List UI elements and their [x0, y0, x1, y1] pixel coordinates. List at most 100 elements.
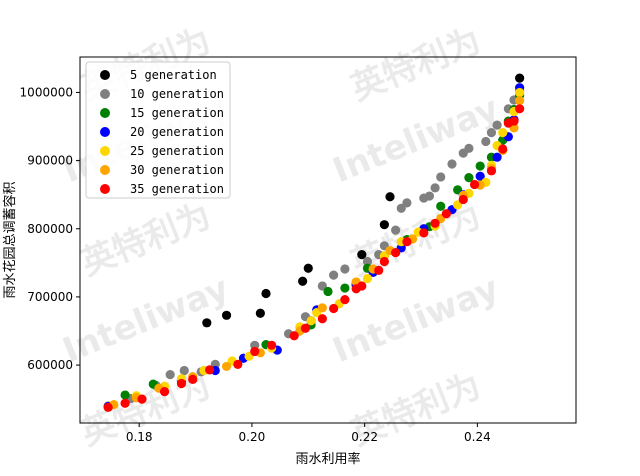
data-point [492, 152, 502, 162]
data-point [391, 248, 401, 258]
legend-marker [100, 146, 110, 156]
legend-marker [100, 165, 110, 175]
y-tick-label: 600000 [27, 358, 73, 372]
x-tick-label: 0.18 [126, 430, 153, 444]
data-point [486, 128, 497, 138]
data-point [303, 263, 313, 273]
legend-label: 15 generation [130, 106, 224, 120]
data-point [362, 256, 373, 267]
data-point [221, 310, 232, 320]
data-point [340, 264, 350, 274]
data-point [509, 116, 519, 126]
data-point [379, 220, 389, 230]
data-point [498, 128, 508, 138]
y-tick-label: 700000 [27, 290, 73, 304]
data-point [391, 225, 401, 235]
watermark-text: 英特利为 [345, 21, 486, 109]
legend-label: 20 generation [130, 125, 224, 139]
x-axis-label: 雨水利用率 [295, 451, 360, 467]
data-point [436, 172, 446, 182]
data-point [424, 191, 435, 201]
data-point [300, 323, 311, 333]
data-point [430, 183, 440, 193]
data-point [475, 171, 485, 181]
data-point [255, 308, 265, 318]
data-point [492, 120, 502, 130]
data-point [357, 281, 367, 291]
legend-marker [100, 127, 110, 137]
legend-label: 35 generation [130, 182, 224, 196]
data-point [202, 318, 212, 328]
data-point [317, 303, 327, 313]
data-point [498, 144, 508, 154]
data-point [261, 288, 271, 299]
data-point [515, 73, 525, 83]
data-point [120, 390, 130, 400]
y-tick-label: 1000000 [20, 85, 73, 99]
data-point [340, 283, 350, 293]
data-point [374, 265, 384, 275]
y-tick-label: 900000 [27, 154, 73, 168]
data-point [188, 374, 198, 384]
data-point [205, 365, 215, 375]
data-point [165, 370, 175, 380]
data-point [385, 192, 395, 202]
data-point [120, 398, 130, 408]
data-point [298, 276, 308, 286]
legend-label: 10 generation [130, 87, 224, 101]
x-axis: 0.18 0.20 0.22 0.24 [126, 423, 491, 444]
data-point [323, 286, 333, 297]
data-point [233, 359, 243, 369]
legend: 5 generation 10 generation 15 generation 20… [85, 61, 231, 199]
data-point [137, 394, 147, 404]
data-point [447, 159, 457, 169]
legend-box [85, 61, 231, 199]
data-point [436, 201, 446, 211]
data-point [486, 166, 497, 176]
data-point [340, 295, 350, 305]
legend-label: 5 generation [130, 68, 217, 82]
data-point [458, 194, 468, 205]
x-tick-label: 0.24 [464, 430, 491, 444]
data-point [441, 209, 451, 219]
data-point [475, 161, 485, 171]
data-point [179, 365, 189, 376]
data-point [362, 273, 373, 284]
y-axis: 600000 700000 800000 900000 1000000 [20, 85, 80, 372]
data-point [419, 228, 429, 238]
data-point [221, 361, 232, 372]
watermark-text: 英特利为 [75, 196, 216, 284]
data-point [329, 303, 339, 314]
x-tick-label: 0.20 [239, 430, 266, 444]
plot-frame [79, 56, 577, 424]
y-tick-label: 800000 [27, 222, 73, 236]
data-point [469, 179, 480, 190]
data-point [317, 314, 327, 324]
legend-marker [100, 70, 110, 80]
x-tick-label: 0.22 [351, 430, 378, 444]
data-point [402, 237, 412, 247]
data-point [402, 198, 412, 208]
data-point [515, 96, 525, 106]
data-point [357, 250, 367, 260]
legend-label: 30 generation [130, 163, 224, 177]
data-point [250, 346, 260, 357]
series-group [103, 104, 525, 412]
data-points [103, 73, 525, 412]
data-point [289, 331, 299, 341]
data-point [379, 256, 389, 267]
data-point [515, 104, 525, 114]
data-point [306, 316, 316, 326]
data-point [267, 340, 277, 350]
data-point [464, 143, 474, 153]
legend-marker [100, 108, 110, 118]
data-point [329, 270, 339, 280]
data-point [430, 218, 440, 228]
series-group [202, 73, 525, 328]
legend-label: 25 generation [130, 144, 224, 158]
data-point [481, 136, 491, 147]
legend-marker [100, 89, 110, 99]
data-point [159, 387, 170, 397]
data-point [103, 402, 113, 412]
